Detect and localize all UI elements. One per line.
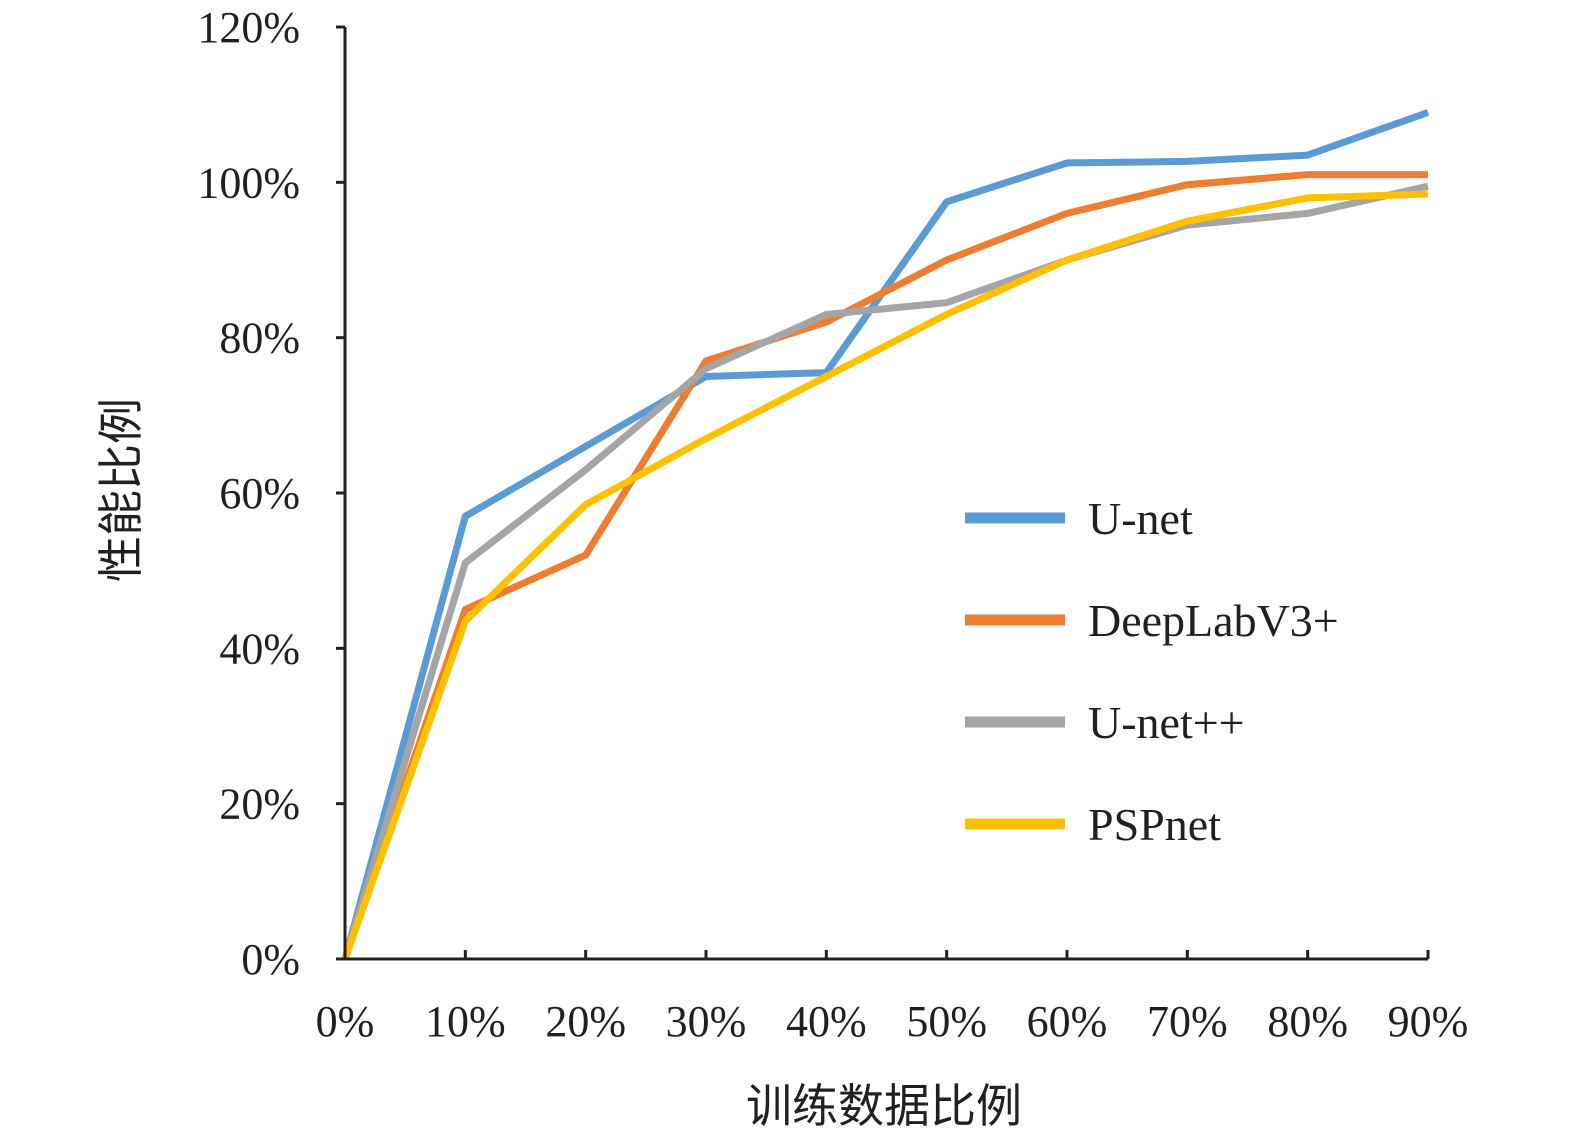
y-tick-label: 100% [197, 158, 300, 207]
legend-label-0: U-net [1088, 493, 1193, 544]
legend-label-2: U-net++ [1088, 697, 1245, 748]
y-tick-label: 120% [197, 3, 300, 52]
y-tick-label: 0% [241, 935, 300, 984]
y-tick-label: 40% [219, 624, 300, 673]
y-tick-labels: 0% 20% 40% 60% 80% 100% 120% [197, 3, 300, 984]
x-tick-label: 30% [666, 997, 747, 1046]
x-tick-labels: 0% 10% 20% 30% 40% 50% 60% 70% 80% 90% [316, 997, 1469, 1046]
y-tick-label: 80% [219, 314, 300, 363]
x-tick-label: 0% [316, 997, 375, 1046]
legend: U-net DeepLabV3+ U-net++ PSPnet [965, 493, 1339, 850]
legend-label-3: PSPnet [1088, 799, 1221, 850]
x-tick-label: 20% [545, 997, 626, 1046]
x-tick-label: 40% [786, 997, 867, 1046]
legend-label-1: DeepLabV3+ [1088, 595, 1339, 646]
series-line-2 [341, 182, 1429, 961]
x-tick-label: 70% [1147, 997, 1228, 1046]
series-lines [341, 109, 1430, 961]
series-line-0 [341, 109, 1430, 960]
x-tick-label: 60% [1027, 997, 1108, 1046]
series-line-1 [341, 171, 1428, 961]
x-tick-label: 50% [906, 997, 987, 1046]
x-axis-title: 训练数据比例 [746, 1079, 1022, 1133]
x-tick-label: 80% [1267, 997, 1348, 1046]
y-axis-title: 性能比例 [94, 398, 148, 582]
axes [336, 25, 1430, 961]
x-tick-label: 10% [425, 997, 506, 1046]
y-tick-label: 20% [219, 780, 300, 829]
y-tick-label: 60% [219, 469, 300, 518]
series-line-3 [341, 190, 1429, 961]
x-tick-label: 90% [1388, 997, 1469, 1046]
